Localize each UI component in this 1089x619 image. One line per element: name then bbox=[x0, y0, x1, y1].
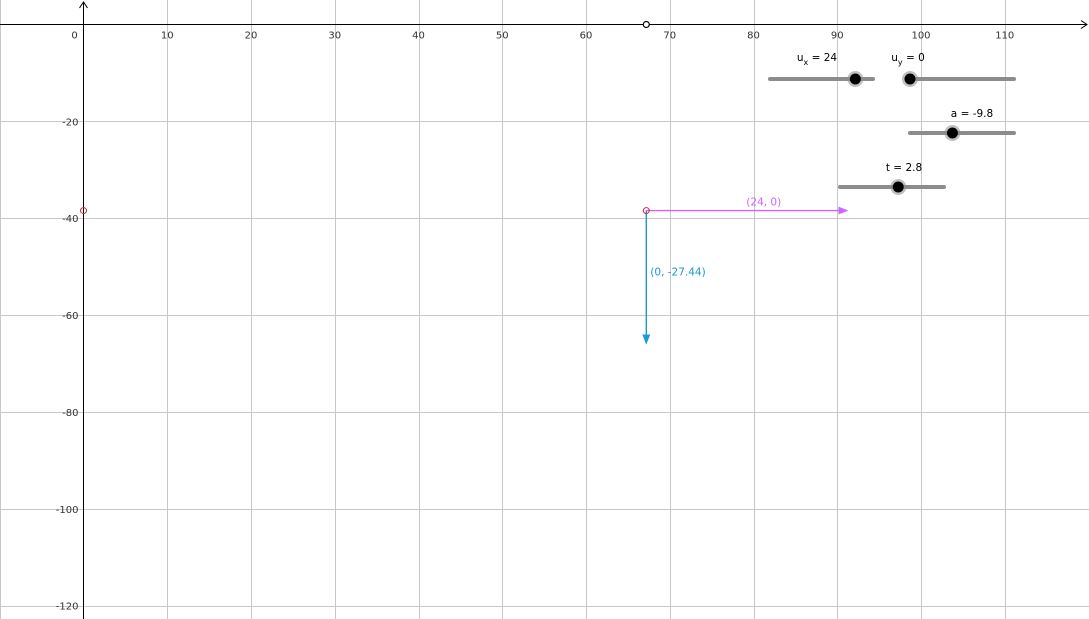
slider-a[interactable]: a = -9.8 bbox=[908, 108, 1016, 141]
y-tick-label: -80 bbox=[62, 408, 78, 419]
y-axis-arrow-icon bbox=[79, 1, 88, 9]
slider-uy-handle[interactable] bbox=[904, 73, 916, 85]
x-tick-label: 0 bbox=[71, 31, 77, 42]
x-tick-label: 90 bbox=[831, 31, 844, 42]
x-tick-label: 110 bbox=[995, 31, 1014, 42]
vector-label-velocity-x: (24, 0) bbox=[746, 197, 781, 209]
x-tick-label: 70 bbox=[663, 31, 676, 42]
slider-a-handle[interactable] bbox=[946, 127, 958, 139]
slider-a-label: a = -9.8 bbox=[951, 108, 993, 120]
y-tick-label: -60 bbox=[62, 311, 78, 322]
point-x-axis-marker[interactable] bbox=[642, 20, 650, 29]
vector-label-velocity-y: (0, -27.44) bbox=[650, 267, 705, 279]
point-projectile[interactable] bbox=[642, 207, 650, 215]
y-tick-label: -40 bbox=[62, 214, 78, 225]
slider-ux-handle[interactable] bbox=[849, 73, 861, 85]
y-tick-label: -120 bbox=[56, 602, 79, 613]
x-tick-label: 60 bbox=[580, 31, 593, 42]
x-tick-label: 40 bbox=[412, 31, 425, 42]
y-tick-label: -100 bbox=[56, 505, 79, 516]
point-start[interactable] bbox=[80, 207, 87, 215]
x-tick-label: 10 bbox=[161, 31, 174, 42]
sliders[interactable]: ux = 24 uy = 0 a = -9.8 t = 2.8 bbox=[768, 52, 1016, 195]
x-tick-label: 30 bbox=[328, 31, 341, 42]
points[interactable] bbox=[80, 20, 650, 215]
slider-t[interactable]: t = 2.8 bbox=[838, 162, 946, 195]
slider-uy[interactable]: uy = 0 bbox=[891, 52, 1016, 87]
x-tick-label: 80 bbox=[747, 31, 760, 42]
slider-ux[interactable]: ux = 24 bbox=[768, 52, 875, 87]
vectors: (24, 0) (0, -27.44) bbox=[642, 197, 849, 345]
slider-ux-label: ux = 24 bbox=[797, 52, 838, 67]
slider-t-handle[interactable] bbox=[892, 181, 904, 193]
slider-t-label: t = 2.8 bbox=[886, 162, 922, 174]
x-tick-label: 100 bbox=[911, 31, 930, 42]
x-axis-arrow-icon bbox=[1080, 20, 1088, 29]
tick-labels: 0 10 20 30 40 50 60 70 80 90 100 110 -20 -40 -60 -80 -10… bbox=[56, 31, 1015, 613]
x-tick-label: 20 bbox=[245, 31, 258, 42]
x-tick-label: 50 bbox=[496, 31, 509, 42]
y-tick-label: -20 bbox=[62, 117, 78, 128]
slider-uy-label: uy = 0 bbox=[891, 52, 925, 67]
